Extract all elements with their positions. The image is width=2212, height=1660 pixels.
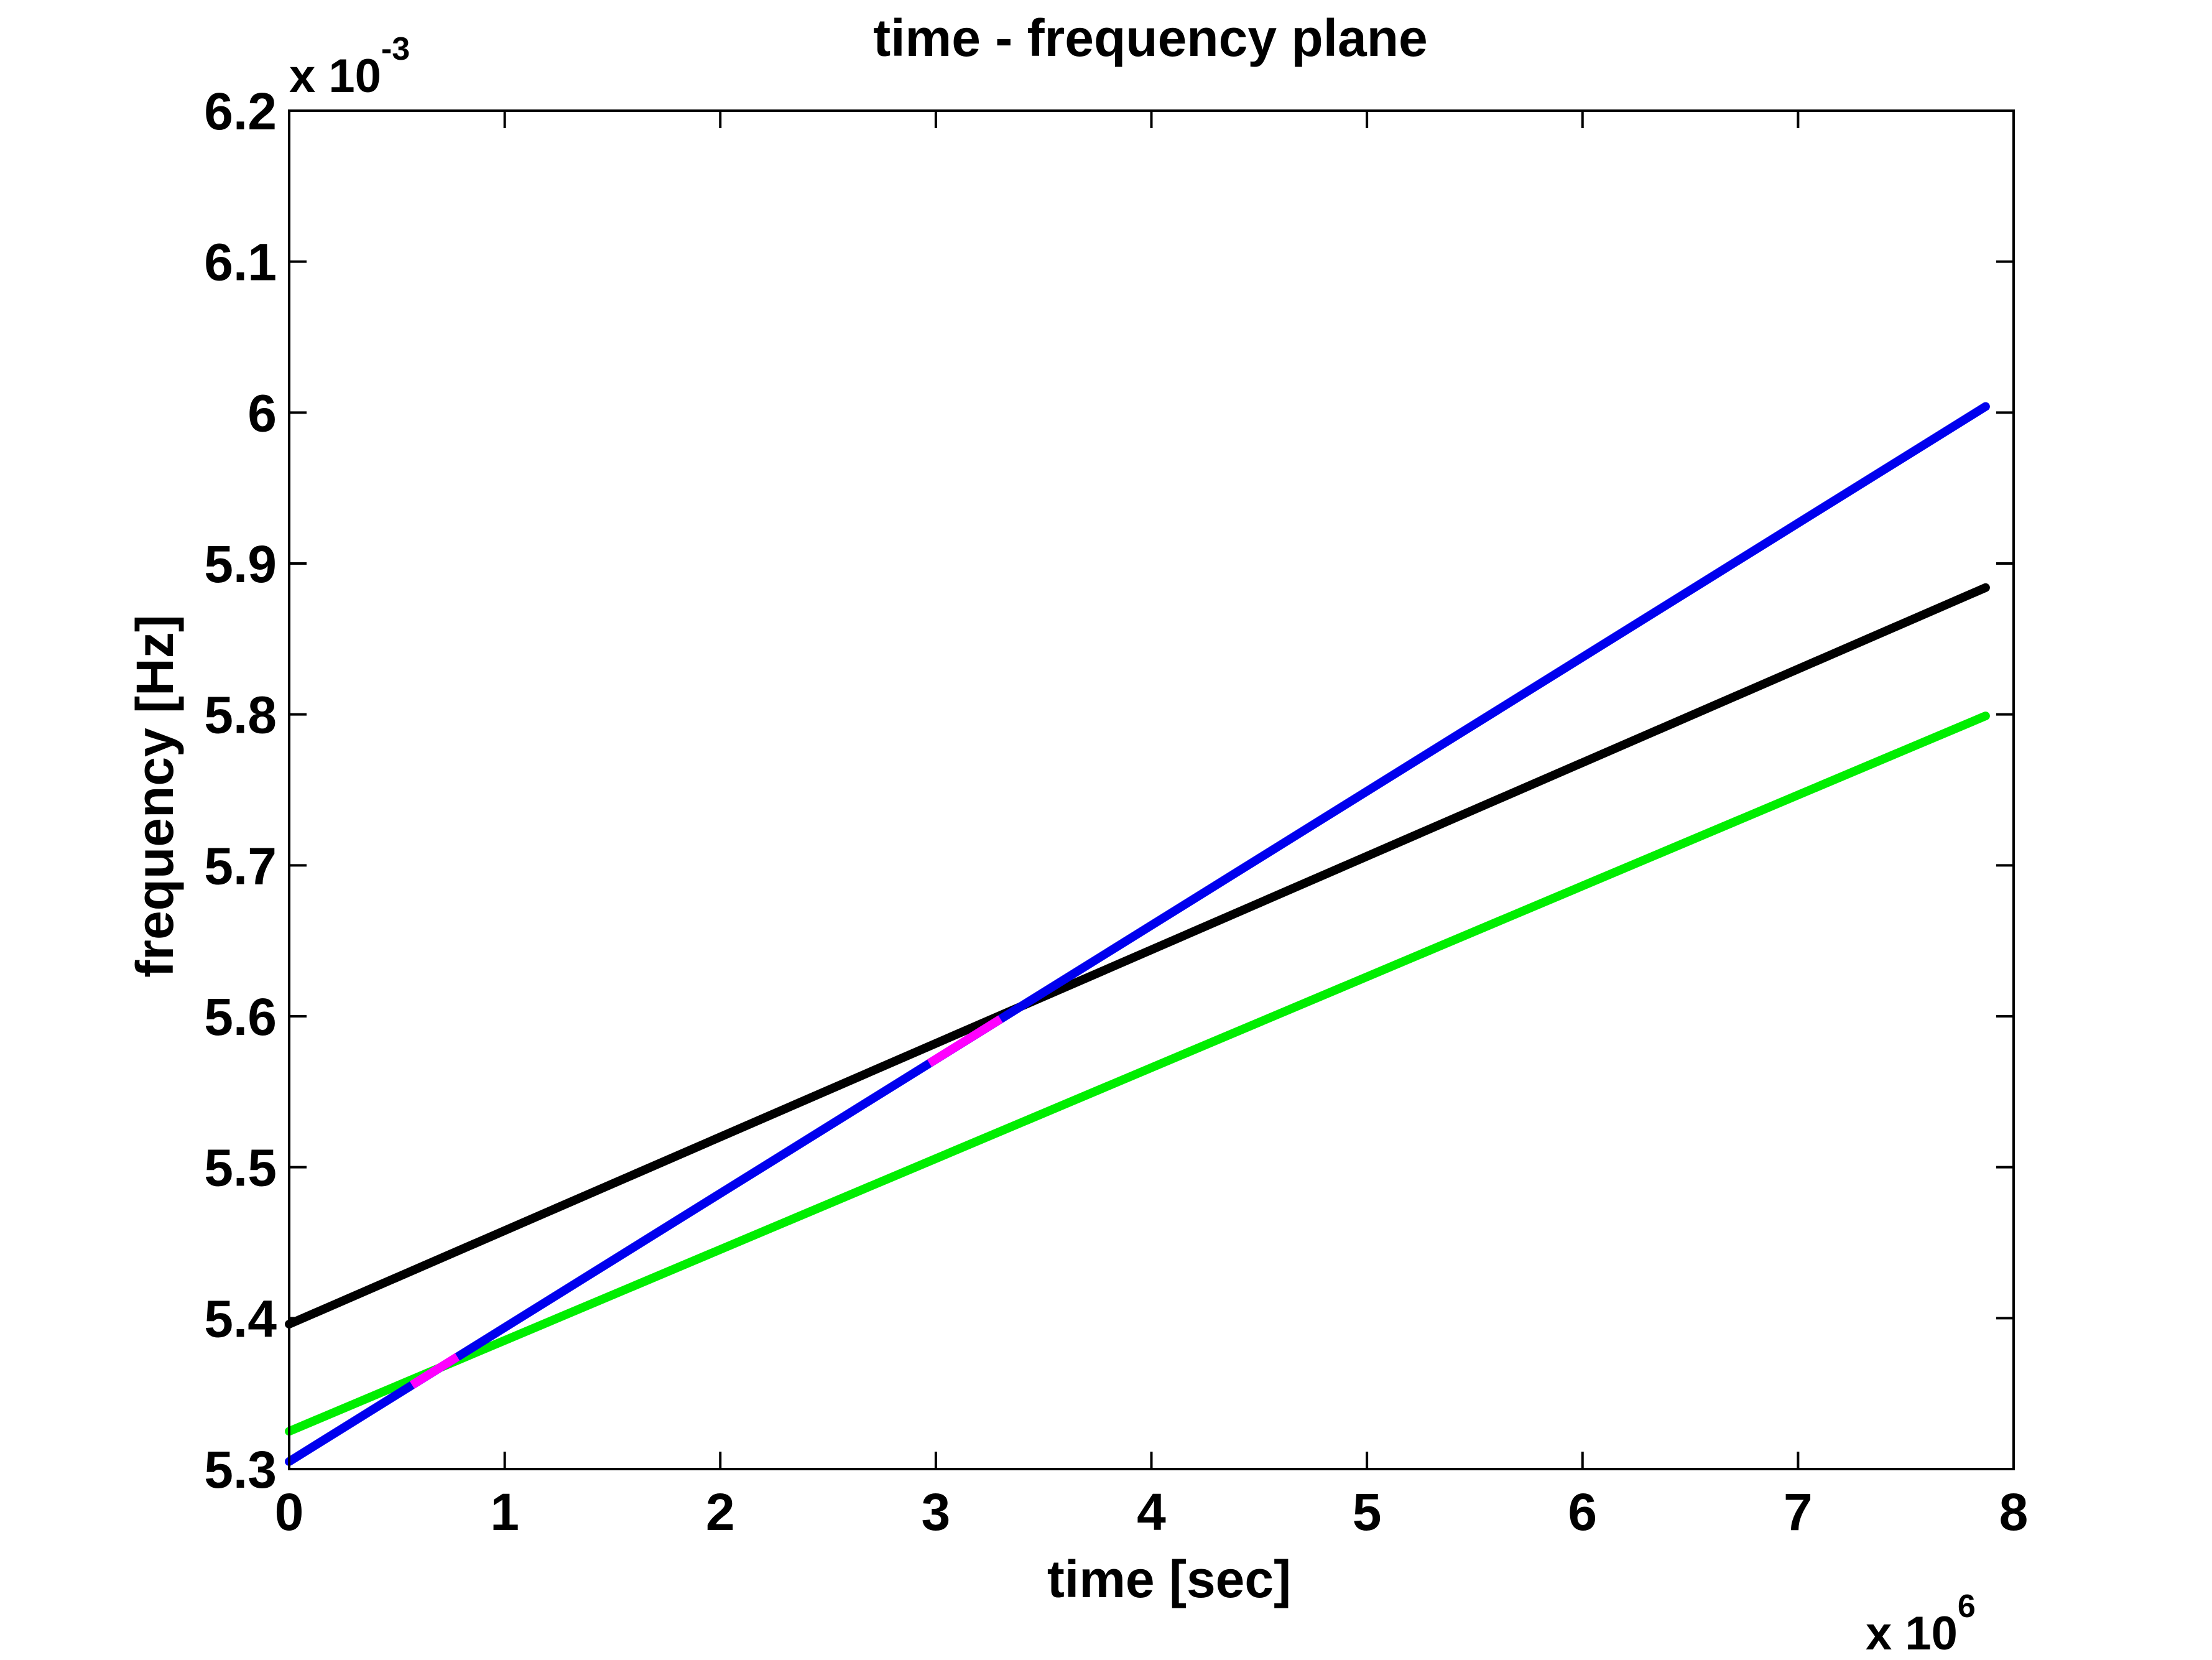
x-tick-label: 3 <box>922 1483 951 1541</box>
y-multiplier-exponent: -3 <box>381 31 410 67</box>
highlight-segment-1 <box>409 1353 460 1389</box>
series-group <box>285 402 1990 1466</box>
x-multiplier-exponent: 6 <box>1958 1588 1976 1625</box>
x-tick-label: 5 <box>1353 1483 1382 1541</box>
y-multiplier-base: x 10 <box>289 50 381 103</box>
x-tick-label: 8 <box>1999 1483 2029 1541</box>
highlight-segment-2 <box>927 1015 1003 1067</box>
plot-area <box>289 111 2014 1469</box>
x-tick-label: 0 <box>275 1483 304 1541</box>
y-tick-label: 5.9 <box>204 535 277 593</box>
x-tick-label: 2 <box>706 1483 735 1541</box>
x-axis-multiplier: x 106 <box>1866 1588 1976 1660</box>
plot-background <box>289 111 2014 1469</box>
y-tick-label: 5.6 <box>204 988 277 1046</box>
series-line-2 <box>285 712 1990 1436</box>
y-tick-label: 6.2 <box>204 82 277 141</box>
x-axis-title: time [sec] <box>1047 1550 1291 1608</box>
x-tick-label: 1 <box>490 1483 519 1541</box>
x-multiplier-base: x 10 <box>1866 1607 1958 1660</box>
y-axis-title: frequency [Hz] <box>126 614 184 977</box>
x-tick-label: 4 <box>1137 1483 1166 1541</box>
chart-title: time - frequency plane <box>873 9 1428 67</box>
y-tick-label: 6.1 <box>204 233 277 292</box>
ticks-group: 0 1 2 3 4 5 6 7 8 5.3 5.4 5.5 5.6 5.7 5.8 5.9 6 6.1 6.2 <box>204 82 2028 1541</box>
x-tick-label: 7 <box>1784 1483 1813 1541</box>
y-tick-label: 6 <box>248 384 277 442</box>
series-line-3 <box>285 402 1990 1466</box>
y-tick-label: 5.3 <box>204 1440 277 1499</box>
series-line-1 <box>285 583 1990 1328</box>
y-tick-label: 5.7 <box>204 837 277 895</box>
y-tick-label: 5.8 <box>204 686 277 744</box>
y-axis-multiplier: x 10-3 <box>289 31 410 103</box>
y-tick-label: 5.5 <box>204 1139 277 1197</box>
x-tick-label: 6 <box>1568 1483 1597 1541</box>
y-tick-label: 5.4 <box>204 1289 277 1348</box>
